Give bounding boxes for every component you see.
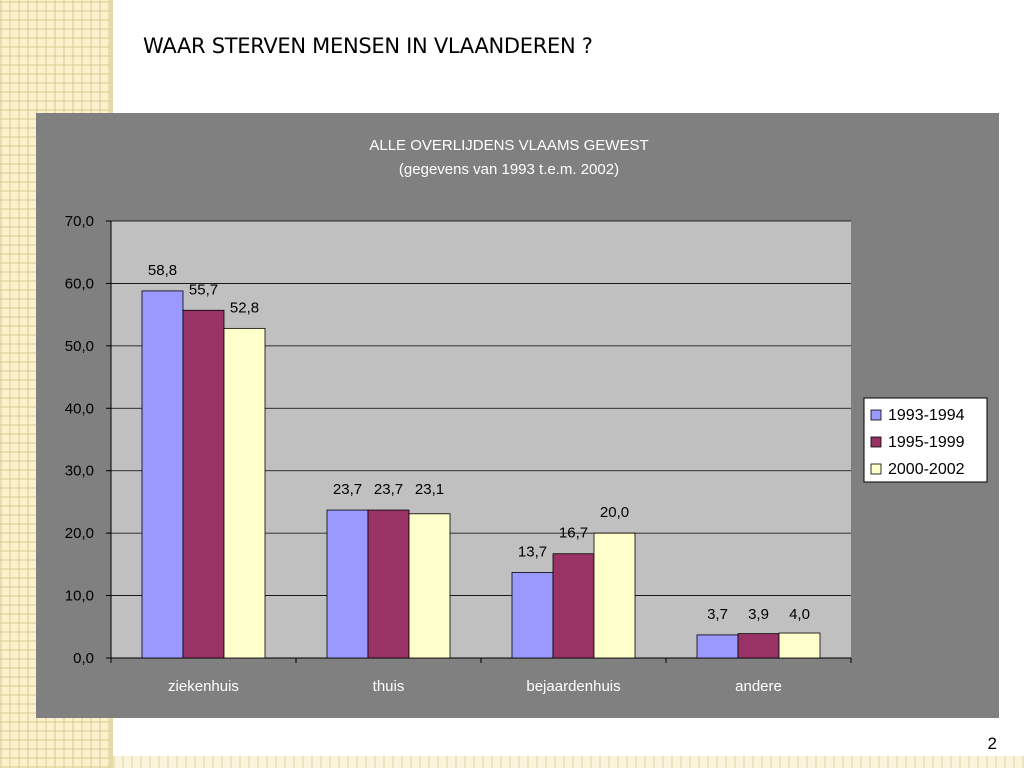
data-label: 3,9: [748, 606, 769, 623]
page-number: 2: [987, 734, 997, 753]
data-label: 52,8: [230, 299, 259, 316]
y-tick-label: 70,0: [65, 213, 94, 230]
data-label: 4,0: [789, 606, 810, 623]
y-tick-label: 0,0: [73, 650, 94, 667]
chart-frame: ALLE OVERLIJDENS VLAAMS GEWEST (gegevens…: [36, 113, 999, 718]
x-tick-label: thuis: [373, 678, 405, 695]
legend-swatch: [870, 409, 882, 421]
y-tick-label: 50,0: [65, 338, 94, 355]
bar: [511, 572, 554, 659]
y-tick-label: 60,0: [65, 275, 94, 292]
y-tick-label: 40,0: [65, 400, 94, 417]
y-tick-label: 10,0: [65, 588, 94, 605]
bar: [367, 509, 410, 659]
y-tick-label: 20,0: [65, 525, 94, 542]
data-label: 23,7: [333, 481, 362, 498]
bar: [552, 553, 595, 659]
legend: 1993-1994 1995-1999 2000-2002: [863, 397, 988, 483]
data-label: 3,7: [707, 606, 728, 623]
bar: [696, 634, 739, 659]
x-tick-label: ziekenhuis: [168, 678, 239, 695]
legend-box: [863, 397, 988, 483]
bar: [326, 509, 369, 659]
bar: [182, 309, 225, 659]
legend-label: 2000-2002: [888, 461, 965, 478]
chart-title: ALLE OVERLIJDENS VLAAMS GEWEST: [369, 137, 648, 154]
chart-subtitle: (gegevens van 1993 t.e.m. 2002): [399, 161, 619, 178]
decorative-bottom-border: [113, 756, 1024, 768]
data-label: 55,7: [189, 281, 218, 298]
data-label: 13,7: [518, 543, 547, 560]
bar-chart: ALLE OVERLIJDENS VLAAMS GEWEST (gegevens…: [36, 113, 999, 718]
bar: [223, 327, 266, 659]
bar: [593, 532, 636, 659]
bar: [737, 633, 780, 659]
data-label: 58,8: [148, 262, 177, 279]
data-label: 23,7: [374, 481, 403, 498]
legend-swatch: [870, 463, 882, 475]
data-label: 16,7: [559, 525, 588, 542]
y-tick-label: 30,0: [65, 463, 94, 480]
slide-title: WAAR STERVEN MENSEN IN VLAANDEREN ?: [143, 34, 593, 58]
bar: [141, 290, 184, 659]
legend-label: 1995-1999: [888, 434, 965, 451]
x-tick-label: bejaardenhuis: [526, 678, 620, 695]
data-label: 20,0: [600, 504, 629, 521]
data-label: 23,1: [415, 481, 444, 498]
x-tick-label: andere: [735, 678, 782, 695]
legend-label: 1993-1994: [888, 407, 965, 424]
bar: [778, 632, 821, 659]
legend-swatch: [870, 436, 882, 448]
bar: [408, 513, 451, 659]
